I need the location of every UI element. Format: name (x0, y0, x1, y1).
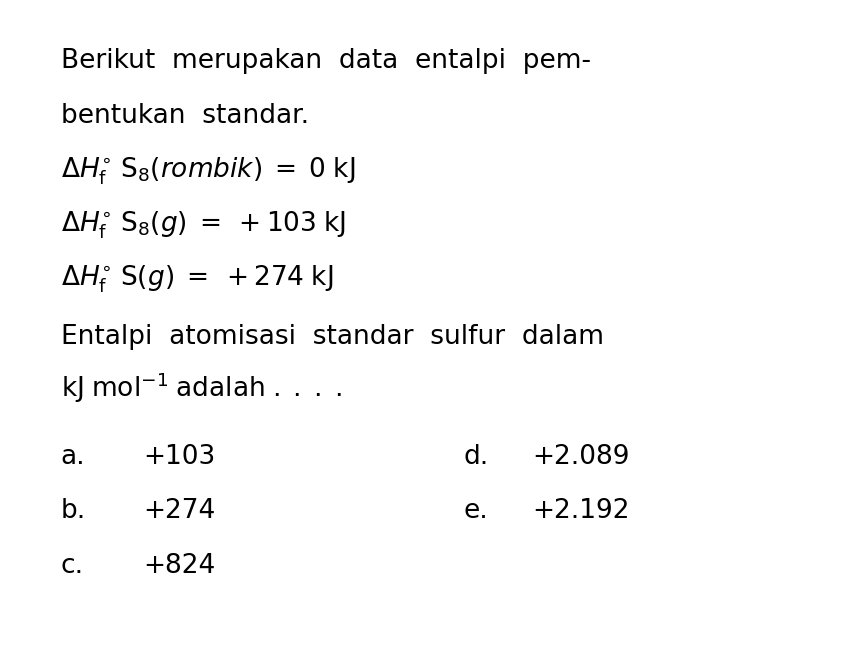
Text: bentukan  standar.: bentukan standar. (61, 103, 309, 129)
Text: Berikut  merupakan  data  entalpi  pem-: Berikut merupakan data entalpi pem- (61, 48, 591, 74)
Text: +103: +103 (143, 444, 215, 470)
Text: $\mathrm{kJ\;mol^{-1}}\;\mathrm{adalah}\;.\;.\;.\;.$: $\mathrm{kJ\;mol^{-1}}\;\mathrm{adalah}\… (61, 371, 341, 405)
Text: Entalpi  atomisasi  standar  sulfur  dalam: Entalpi atomisasi standar sulfur dalam (61, 324, 604, 349)
Text: $\Delta H^{\circ}_{\mathrm{f}}\;\mathrm{S}(\mathit{g})\;=\;+274\;\mathrm{kJ}$: $\Delta H^{\circ}_{\mathrm{f}}\;\mathrm{… (61, 264, 333, 295)
Text: b.: b. (61, 498, 86, 524)
Text: $\Delta H^{\circ}_{\mathrm{f}}\;\mathrm{S_8}(\mathit{rombik})\;=\;0\;\mathrm{kJ}: $\Delta H^{\circ}_{\mathrm{f}}\;\mathrm{… (61, 156, 355, 187)
Text: e.: e. (463, 498, 488, 524)
Text: +824: +824 (143, 553, 215, 579)
Text: $\Delta H^{\circ}_{\mathrm{f}}\;\mathrm{S_8}(\mathit{g})\;=\;+103\;\mathrm{kJ}$: $\Delta H^{\circ}_{\mathrm{f}}\;\mathrm{… (61, 209, 346, 241)
Text: a.: a. (61, 444, 85, 470)
Text: +2.089: +2.089 (533, 444, 630, 470)
Text: +2.192: +2.192 (533, 498, 630, 524)
Text: d.: d. (463, 444, 488, 470)
Text: +274: +274 (143, 498, 215, 524)
Text: c.: c. (61, 553, 84, 579)
